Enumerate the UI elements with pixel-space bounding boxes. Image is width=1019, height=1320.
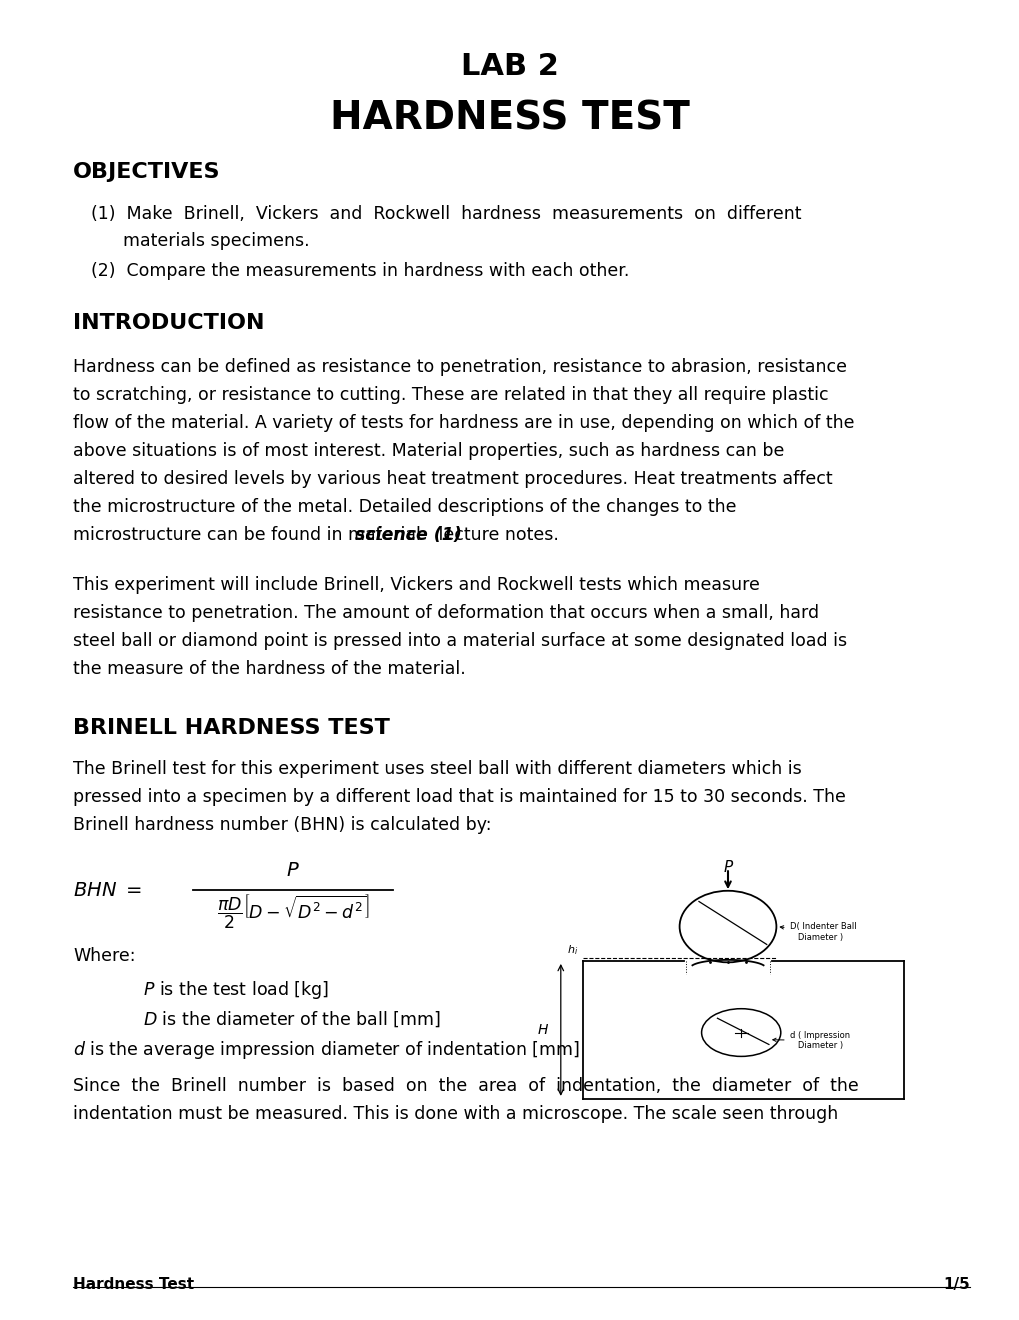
Text: d ( Impression
   Diameter ): d ( Impression Diameter ): [772, 1031, 849, 1051]
Text: resistance to penetration. The amount of deformation that occurs when a small, h: resistance to penetration. The amount of…: [73, 605, 818, 622]
Text: HARDNESS TEST: HARDNESS TEST: [330, 100, 689, 139]
Text: flow of the material. A variety of tests for hardness are in use, depending on w: flow of the material. A variety of tests…: [73, 414, 854, 432]
Text: INTRODUCTION: INTRODUCTION: [73, 313, 264, 333]
Text: Hardness can be defined as resistance to penetration, resistance to abrasion, re: Hardness can be defined as resistance to…: [73, 358, 846, 376]
Text: $D$ is the diameter of the ball [mm]: $D$ is the diameter of the ball [mm]: [143, 1008, 440, 1028]
Text: $h_i$: $h_i$: [567, 944, 578, 957]
Text: Hardness Test: Hardness Test: [73, 1276, 194, 1292]
Text: (2)  Compare the measurements in hardness with each other.: (2) Compare the measurements in hardness…: [91, 261, 629, 280]
Text: to scratching, or resistance to cutting. These are related in that they all requ: to scratching, or resistance to cutting.…: [73, 385, 827, 404]
Text: the measure of the hardness of the material.: the measure of the hardness of the mater…: [73, 660, 466, 678]
Text: above situations is of most interest. Material properties, such as hardness can : above situations is of most interest. Ma…: [73, 442, 784, 459]
Text: altered to desired levels by various heat treatment procedures. Heat treatments : altered to desired levels by various hea…: [73, 470, 832, 488]
Text: P: P: [722, 861, 732, 875]
Text: This experiment will include Brinell, Vickers and Rockwell tests which measure: This experiment will include Brinell, Vi…: [73, 576, 759, 594]
Text: D( Indenter Ball
   Diameter ): D( Indenter Ball Diameter ): [780, 923, 855, 941]
Text: science (1): science (1): [355, 525, 462, 544]
Text: $P$ is the test load [kg]: $P$ is the test load [kg]: [143, 979, 329, 1001]
Text: Brinell hardness number (BHN) is calculated by:: Brinell hardness number (BHN) is calcula…: [73, 816, 491, 834]
Text: the microstructure of the metal. Detailed descriptions of the changes to the: the microstructure of the metal. Detaile…: [73, 498, 736, 516]
Text: $d$ is the average impression diameter of indentation [mm]: $d$ is the average impression diameter o…: [73, 1039, 579, 1061]
Text: Where:: Where:: [73, 946, 136, 965]
Text: $BHN\ =$: $BHN\ =$: [73, 880, 142, 899]
Text: lecture notes.: lecture notes.: [432, 525, 557, 544]
Text: materials specimens.: materials specimens.: [123, 232, 310, 249]
Text: steel ball or diamond point is pressed into a material surface at some designate: steel ball or diamond point is pressed i…: [73, 632, 847, 649]
Text: The Brinell test for this experiment uses steel ball with different diameters wh: The Brinell test for this experiment use…: [73, 760, 801, 777]
Text: $\dfrac{\pi D}{2}\left[D - \sqrt{D^2 - d^2}\right]$: $\dfrac{\pi D}{2}\left[D - \sqrt{D^2 - d…: [216, 892, 369, 932]
Text: $P$: $P$: [286, 861, 300, 879]
Text: LAB 2: LAB 2: [461, 51, 558, 81]
Text: Since  the  Brinell  number  is  based  on  the  area  of  indentation,  the  di: Since the Brinell number is based on the…: [73, 1077, 858, 1096]
Text: indentation must be measured. This is done with a microscope. The scale seen thr: indentation must be measured. This is do…: [73, 1105, 838, 1123]
Text: (1)  Make  Brinell,  Vickers  and  Rockwell  hardness  measurements  on  differe: (1) Make Brinell, Vickers and Rockwell h…: [91, 205, 801, 223]
Text: BRINELL HARDNESS TEST: BRINELL HARDNESS TEST: [73, 718, 389, 738]
Text: microstructure can be found in material: microstructure can be found in material: [73, 525, 426, 544]
Text: OBJECTIVES: OBJECTIVES: [73, 162, 220, 182]
Text: H: H: [537, 1023, 548, 1038]
Text: 1/5: 1/5: [943, 1276, 969, 1292]
Text: pressed into a specimen by a different load that is maintained for 15 to 30 seco: pressed into a specimen by a different l…: [73, 788, 845, 807]
